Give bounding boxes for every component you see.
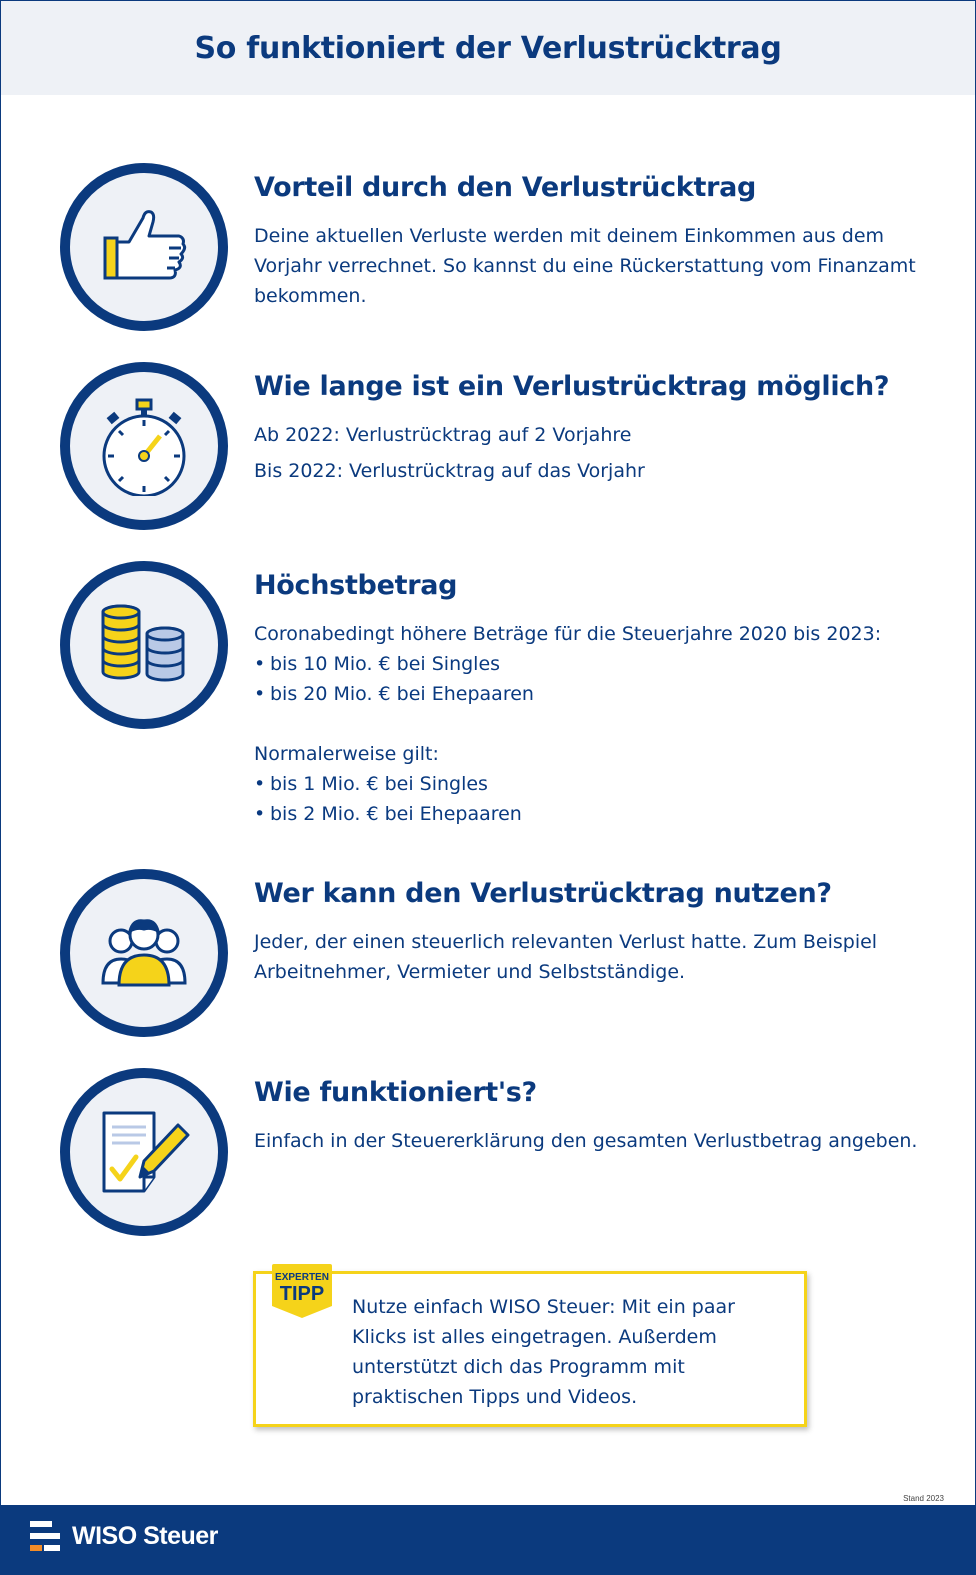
amount-list-normal: bis 1 Mio. € bei Singles bis 2 Mio. € be… <box>254 769 954 829</box>
people-icon <box>101 919 187 987</box>
section-title: Vorteil durch den Verlustrücktrag <box>254 172 757 203</box>
coins-icon <box>101 604 185 682</box>
section-intro: Coronabedingt höhere Beträge für die Ste… <box>254 623 882 645</box>
footer <box>0 1505 976 1575</box>
section-title: Wer kann den Verlustrücktrag nutzen? <box>254 878 832 909</box>
expert-tip-box: EXPERTEN TIPP Nutze einfach WISO Steuer:… <box>253 1264 807 1427</box>
page-title: So funktioniert der Verlustrücktrag <box>194 30 782 66</box>
list-item: bis 20 Mio. € bei Ehepaaren <box>254 679 954 709</box>
icon-circle <box>60 362 228 530</box>
document-pen-icon <box>102 1111 190 1193</box>
icon-circle <box>60 1068 228 1236</box>
list-item: bis 10 Mio. € bei Singles <box>254 649 954 679</box>
tip-text: Nutze einfach WISO Steuer: Mit ein paar … <box>352 1296 735 1408</box>
icon-circle <box>60 869 228 1037</box>
section-line: Bis 2022: Verlustrücktrag auf das Vorjah… <box>254 460 645 482</box>
list-item: bis 1 Mio. € bei Singles <box>254 769 954 799</box>
badge-label-bottom: TIPP <box>280 1283 324 1305</box>
section-body: Deine aktuellen Verluste werden mit dein… <box>254 225 916 307</box>
amount-list-corona: bis 10 Mio. € bei Singles bis 20 Mio. € … <box>254 649 954 709</box>
wiso-logo-icon <box>30 1521 60 1551</box>
stopwatch-icon <box>102 398 186 496</box>
section-body: Einfach in der Steuererklärung den gesam… <box>254 1130 918 1152</box>
section-title: Wie lange ist ein Verlustrücktrag möglic… <box>254 371 890 402</box>
section-line: Ab 2022: Verlustrücktrag auf 2 Vorjahre <box>254 424 632 446</box>
brand-logo: WISO Steuer <box>30 1521 218 1551</box>
stand-note: Stand 2023 <box>903 1494 944 1503</box>
list-item: bis 2 Mio. € bei Ehepaaren <box>254 799 954 829</box>
thumbs-up-icon <box>103 210 187 280</box>
section-title: Wie funktioniert's? <box>254 1077 537 1108</box>
expert-tip-badge: EXPERTEN TIPP <box>272 1264 332 1318</box>
section-body: Jeder, der einen steuerlich relevanten V… <box>254 931 878 983</box>
section-title: Höchstbetrag <box>254 570 458 601</box>
brand-name: WISO Steuer <box>72 1521 218 1550</box>
icon-circle <box>60 561 228 729</box>
header: So funktioniert der Verlustrücktrag <box>1 1 975 95</box>
section-normal: Normalerweise gilt: <box>254 743 439 765</box>
icon-circle <box>60 163 228 331</box>
badge-label-top: EXPERTEN <box>275 1272 329 1283</box>
